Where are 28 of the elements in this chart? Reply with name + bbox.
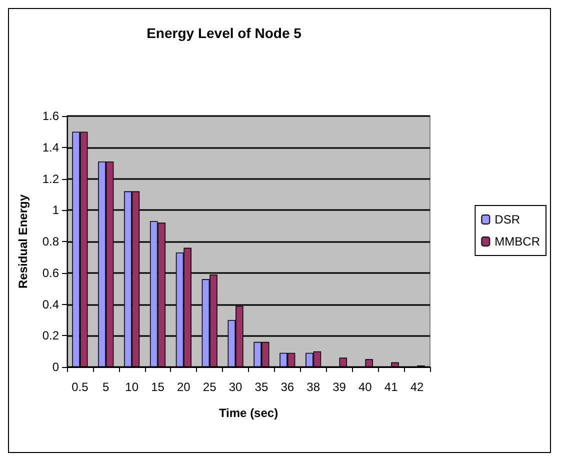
x-tick-label: 41 [384, 380, 398, 394]
x-tick-label: 42 [410, 380, 424, 394]
x-tick-label: 38 [306, 380, 320, 394]
y-tick-label: 1.6 [42, 109, 60, 123]
x-tick-label: 36 [280, 380, 294, 394]
x-tick-label: 5 [102, 380, 110, 394]
x-tick-label: 40 [358, 380, 372, 394]
x-tick-label: 0.5 [72, 380, 89, 394]
y-tick-label: 1 [52, 203, 60, 218]
y-tick-label: 0.2 [42, 328, 60, 343]
y-tick-label: 1.2 [42, 172, 60, 186]
x-axis-title: Time (sec) [218, 406, 278, 420]
y-tick-label: 0 [52, 360, 60, 374]
x-tick-label: 20 [177, 380, 191, 394]
x-tick-label: 30 [228, 380, 243, 394]
chart-title: Energy Level of Node 5 [146, 25, 302, 41]
x-tick-label: 10 [125, 380, 139, 394]
y-tick-label: 0.4 [42, 297, 60, 312]
legend-label: DSR [494, 212, 520, 226]
x-tick-label: 35 [254, 380, 268, 394]
x-tick-label: 15 [151, 380, 165, 394]
legend-label: MMBCR [494, 234, 540, 248]
y-tick-label: 0.8 [42, 234, 60, 248]
y-tick-label: 0.6 [42, 266, 60, 280]
x-tick-label: 25 [202, 380, 217, 394]
x-tick-label: 39 [332, 380, 346, 394]
y-axis-title: Residual Energy [16, 194, 30, 289]
y-tick-label: 1.4 [42, 140, 60, 154]
